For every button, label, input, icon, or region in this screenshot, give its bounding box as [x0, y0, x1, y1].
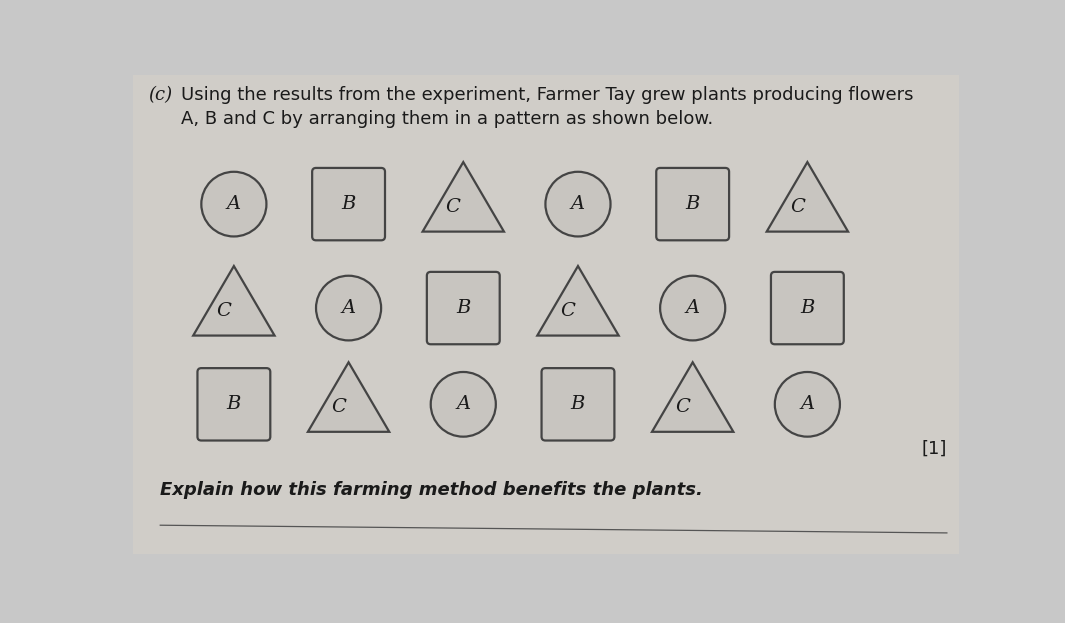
Circle shape: [545, 172, 610, 237]
Text: Using the results from the experiment, Farmer Tay grew plants producing flowers
: Using the results from the experiment, F…: [181, 87, 914, 128]
Text: C: C: [331, 398, 346, 416]
Text: C: C: [560, 302, 575, 320]
Polygon shape: [308, 363, 390, 432]
Text: B: B: [342, 195, 356, 213]
FancyBboxPatch shape: [133, 75, 958, 554]
Polygon shape: [193, 266, 275, 336]
Circle shape: [430, 372, 496, 437]
FancyBboxPatch shape: [427, 272, 499, 345]
Text: C: C: [675, 398, 690, 416]
Text: C: C: [790, 198, 805, 216]
Text: A: A: [686, 299, 700, 317]
Polygon shape: [652, 363, 734, 432]
Circle shape: [201, 172, 266, 237]
Polygon shape: [767, 162, 848, 232]
Text: C: C: [445, 198, 460, 216]
Circle shape: [316, 276, 381, 340]
Text: C: C: [216, 302, 231, 320]
FancyBboxPatch shape: [197, 368, 271, 440]
Text: B: B: [800, 299, 815, 317]
Text: A: A: [342, 299, 356, 317]
Circle shape: [775, 372, 840, 437]
FancyBboxPatch shape: [771, 272, 843, 345]
Text: B: B: [571, 396, 585, 413]
Text: A: A: [800, 396, 815, 413]
Text: B: B: [456, 299, 471, 317]
Text: A: A: [227, 195, 241, 213]
Text: B: B: [227, 396, 241, 413]
Polygon shape: [423, 162, 504, 232]
FancyBboxPatch shape: [656, 168, 730, 240]
FancyBboxPatch shape: [312, 168, 386, 240]
Text: A: A: [456, 396, 471, 413]
Text: A: A: [571, 195, 585, 213]
Text: Explain how this farming method benefits the plants.: Explain how this farming method benefits…: [160, 482, 703, 499]
Text: B: B: [686, 195, 700, 213]
Polygon shape: [537, 266, 619, 336]
Text: (c): (c): [149, 87, 173, 104]
Circle shape: [660, 276, 725, 340]
FancyBboxPatch shape: [541, 368, 615, 440]
Text: [1]: [1]: [921, 440, 947, 459]
